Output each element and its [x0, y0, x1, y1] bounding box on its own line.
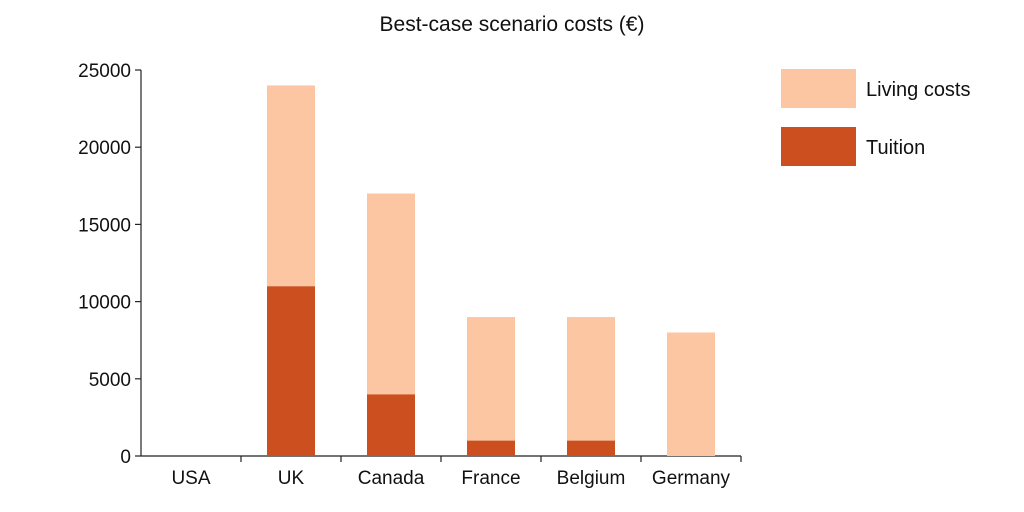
y-tick-label: 0	[120, 447, 131, 468]
x-tick-label: UK	[278, 468, 305, 489]
legend-label-living-costs: Living costs	[866, 79, 971, 101]
bar-tuition-france	[467, 440, 515, 456]
y-tick-label: 25000	[78, 61, 131, 82]
x-tick-label: Canada	[358, 468, 425, 489]
bar-living-costs-france	[467, 317, 515, 441]
chart-title: Best-case scenario costs (€)	[380, 13, 645, 36]
legend-swatch-living-costs	[781, 69, 856, 108]
legend-swatch-tuition	[781, 127, 856, 166]
legend: Living costs Tuition	[781, 69, 971, 166]
x-tick-label: France	[461, 468, 520, 489]
bar-tuition-canada	[367, 394, 415, 456]
y-tick-label: 10000	[78, 293, 131, 314]
y-tick-label: 15000	[78, 215, 131, 236]
y-tick-label: 5000	[89, 370, 131, 391]
x-tick-label: Belgium	[557, 468, 626, 489]
y-tick-label: 20000	[78, 138, 131, 159]
legend-label-tuition: Tuition	[866, 137, 925, 159]
bar-living-costs-germany	[667, 332, 715, 456]
bar-living-costs-uk	[267, 85, 315, 287]
bar-living-costs-belgium	[567, 317, 615, 441]
x-tick-label: USA	[171, 468, 210, 489]
bar-living-costs-canada	[367, 193, 415, 395]
bar-tuition-uk	[267, 286, 315, 456]
x-tick-label: Germany	[652, 468, 731, 489]
plot-area: 0 5000 10000 15000 20000 25000 USA UK Canada Fran…	[78, 61, 742, 489]
bar-tuition-belgium	[567, 440, 615, 456]
